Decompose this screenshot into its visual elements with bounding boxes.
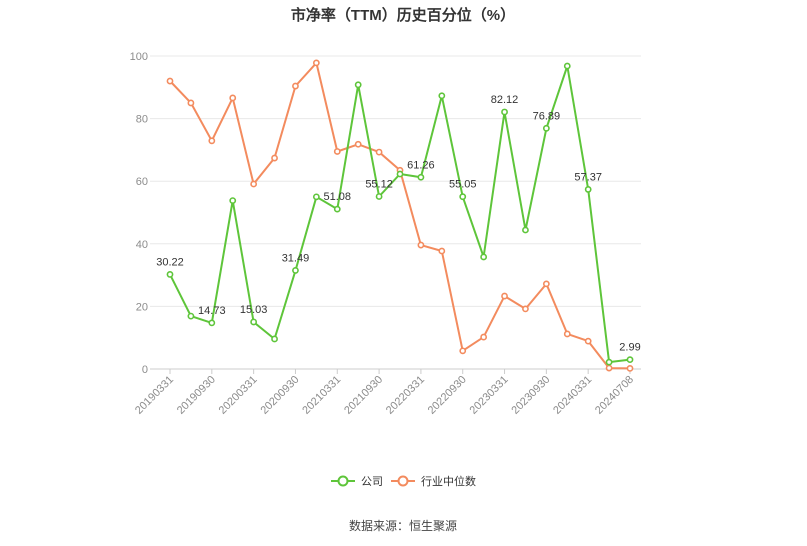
data-point-company-9 <box>354 81 362 89</box>
data-source-note: 数据来源：恒生聚源 <box>349 518 457 533</box>
data-label-company-22: 2.99 <box>619 342 640 354</box>
data-point-industry-18 <box>542 280 550 288</box>
legend: 公司 行业中位数 <box>331 474 476 488</box>
data-point-industry-14 <box>459 347 467 355</box>
data-point-company-18 <box>542 124 550 132</box>
y-tick-label-80: 80 <box>136 114 148 126</box>
x-tick-label-20190331: 20190331 <box>133 374 176 417</box>
y-tick-label-100: 100 <box>130 51 148 63</box>
data-label-company-2: 14.73 <box>198 305 226 317</box>
data-point-industry-6 <box>292 82 299 90</box>
x-tick-label-20220930: 20220930 <box>426 374 469 417</box>
legend-label-company: 公司 <box>361 476 383 488</box>
data-point-company-0 <box>166 271 174 278</box>
data-point-company-2 <box>208 319 216 327</box>
data-point-company-11 <box>396 170 404 178</box>
data-point-company-3 <box>229 197 237 205</box>
data-label-company-12: 61.26 <box>407 159 435 171</box>
data-point-industry-1 <box>187 99 195 107</box>
data-label-company-4: 15.03 <box>240 304 268 316</box>
data-point-industry-10 <box>375 148 383 156</box>
data-point-industry-21 <box>605 364 613 372</box>
data-point-industry-4 <box>250 180 258 188</box>
data-point-company-5 <box>271 335 278 343</box>
x-tick-label-20240331: 20240331 <box>551 374 594 417</box>
x-tick-label-20190930: 20190930 <box>175 374 218 417</box>
data-point-industry-12 <box>417 241 425 249</box>
data-point-company-21 <box>605 358 613 366</box>
data-point-industry-9 <box>354 140 362 148</box>
data-point-company-20 <box>584 186 592 193</box>
data-point-company-4 <box>250 318 258 326</box>
data-point-industry-20 <box>584 337 592 345</box>
data-point-industry-3 <box>229 94 237 102</box>
data-point-industry-8 <box>333 148 341 155</box>
data-point-industry-16 <box>501 292 508 300</box>
data-point-industry-13 <box>438 247 446 255</box>
data-point-industry-0 <box>166 77 174 85</box>
data-point-company-13 <box>438 92 446 100</box>
series-line-industry <box>169 61 631 370</box>
legend-item-industry[interactable]: 行业中位数 <box>391 474 476 488</box>
data-label-company-20: 57.37 <box>574 171 602 183</box>
data-point-company-12 <box>417 173 425 181</box>
y-tick-label-0: 0 <box>142 364 148 376</box>
data-point-industry-15 <box>480 333 488 341</box>
x-tick-label-20220331: 20220331 <box>384 374 427 417</box>
data-label-company-8: 51.08 <box>324 191 352 203</box>
data-label-company-10: 55.12 <box>365 178 393 190</box>
data-point-company-15 <box>480 253 488 261</box>
x-tick-label-20230930: 20230930 <box>509 374 552 417</box>
data-point-company-6 <box>292 267 299 274</box>
x-tick-label-20210331: 20210331 <box>300 374 343 417</box>
x-tick-label-20240708: 20240708 <box>593 374 636 417</box>
data-point-company-14 <box>459 193 467 201</box>
data-point-company-16 <box>501 108 508 116</box>
y-tick-label-40: 40 <box>136 239 148 251</box>
legend-item-company[interactable]: 公司 <box>331 475 383 488</box>
data-point-company-7 <box>312 193 320 201</box>
x-tick-label-20200930: 20200930 <box>258 374 301 417</box>
legend-industry-marker-icon <box>397 475 409 487</box>
data-point-industry-2 <box>208 137 216 145</box>
data-point-company-10 <box>375 193 383 200</box>
data-point-company-22 <box>626 356 634 364</box>
data-point-company-8 <box>333 205 341 213</box>
data-point-company-19 <box>563 62 571 70</box>
data-point-industry-7 <box>312 59 320 67</box>
data-point-industry-17 <box>522 305 529 313</box>
data-point-industry-5 <box>271 154 278 162</box>
x-tick-label-20210930: 20210930 <box>342 374 385 417</box>
data-point-industry-22 <box>626 364 634 372</box>
series-area <box>166 59 634 372</box>
x-tick-label-20230331: 20230331 <box>468 374 511 417</box>
axes: 0 20 40 60 80 100 2019033120190930202003312020… <box>130 51 641 417</box>
data-label-company-6: 31.49 <box>282 252 310 264</box>
data-label-company-14: 55.05 <box>449 179 477 191</box>
data-point-company-1 <box>187 312 195 320</box>
chart-title: 市净率（TTM）历史百分位（%） <box>291 6 515 24</box>
data-point-company-17 <box>522 226 529 234</box>
data-label-company-18: 76.89 <box>533 110 561 122</box>
data-point-industry-19 <box>563 330 571 338</box>
legend-company-marker-icon <box>337 475 349 487</box>
x-tick-label-20200331: 20200331 <box>217 374 260 417</box>
gridlines <box>150 55 641 307</box>
y-tick-label-60: 60 <box>136 176 148 188</box>
legend-label-industry: 行业中位数 <box>421 474 476 488</box>
y-tick-label-20: 20 <box>136 301 148 313</box>
data-labels: 30.22 14.73 15.03 31.49 51.08 55.12 61.26 55.05… <box>156 94 640 354</box>
data-label-company-16: 82.12 <box>491 94 519 106</box>
data-label-company-0: 30.22 <box>156 256 184 268</box>
